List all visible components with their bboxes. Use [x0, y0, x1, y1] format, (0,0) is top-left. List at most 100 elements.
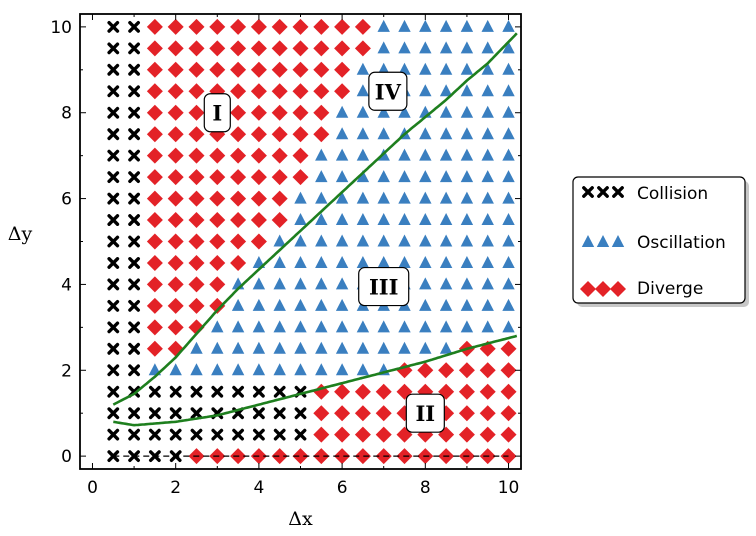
marker-oscillation [231, 320, 245, 333]
marker-oscillation [315, 320, 328, 333]
marker-oscillation [315, 298, 328, 311]
marker-diverge [167, 190, 184, 207]
marker-oscillation [273, 363, 286, 376]
marker-oscillation [419, 277, 432, 290]
marker-diverge [479, 383, 496, 400]
marker-oscillation [335, 234, 349, 247]
marker-oscillation [294, 277, 307, 290]
marker-diverge [167, 61, 184, 78]
x-tick-label: 4 [253, 478, 264, 498]
region-label-text: I [212, 101, 222, 126]
marker-oscillation [481, 320, 494, 333]
marker-collision [252, 407, 265, 420]
marker-diverge [500, 340, 517, 357]
marker-oscillation [315, 255, 328, 268]
marker-collision [128, 106, 140, 119]
marker-diverge [500, 383, 517, 400]
marker-oscillation [439, 213, 453, 226]
marker-collision [148, 428, 161, 441]
marker-diverge [334, 61, 351, 78]
marker-diverge [167, 233, 184, 250]
marker-oscillation [460, 148, 474, 161]
marker-oscillation [502, 234, 515, 247]
marker-collision [107, 278, 120, 291]
marker-oscillation [502, 62, 515, 75]
marker-collision [107, 63, 120, 76]
marker-diverge [230, 169, 247, 186]
region-label-text: II [415, 401, 435, 426]
marker-oscillation [377, 213, 390, 226]
marker-diverge [146, 319, 163, 336]
marker-oscillation [356, 255, 370, 268]
marker-collision [128, 428, 140, 441]
marker-oscillation [502, 298, 515, 311]
marker-diverge [250, 61, 267, 78]
marker-diverge [458, 383, 475, 400]
marker-diverge [500, 426, 517, 443]
legend-label-collision: Collision [637, 184, 708, 204]
marker-diverge [230, 254, 247, 271]
marker-oscillation [419, 255, 432, 268]
marker-oscillation [439, 255, 453, 268]
marker-diverge [292, 126, 309, 143]
marker-oscillation [502, 84, 515, 97]
marker-diverge [334, 448, 351, 465]
marker-collision [128, 235, 140, 248]
marker-oscillation [294, 191, 307, 204]
legend-key-collision [582, 186, 594, 198]
marker-oscillation [502, 148, 515, 161]
marker-diverge [354, 448, 371, 465]
marker-oscillation [460, 298, 474, 311]
marker-oscillation [190, 363, 203, 376]
marker-oscillation [356, 320, 370, 333]
marker-oscillation [315, 234, 328, 247]
marker-diverge [146, 190, 163, 207]
marker-diverge [250, 83, 267, 100]
marker-oscillation [356, 127, 370, 140]
marker-oscillation [398, 341, 411, 354]
marker-collision [107, 299, 120, 312]
marker-oscillation [335, 127, 349, 140]
legend-key-diverge [610, 281, 626, 297]
marker-oscillation [419, 320, 432, 333]
marker-collision [128, 342, 140, 355]
legend-key-collision [612, 186, 624, 198]
marker-diverge [292, 40, 309, 57]
marker-diverge [167, 169, 184, 186]
marker-diverge [167, 212, 184, 229]
marker-oscillation [335, 320, 349, 333]
marker-diverge [167, 126, 184, 143]
marker-diverge [292, 104, 309, 121]
y-tick-label: 6 [61, 190, 72, 210]
y-tick-label: 4 [61, 275, 72, 295]
marker-oscillation [439, 298, 453, 311]
marker-oscillation [502, 255, 515, 268]
marker-diverge [188, 126, 205, 143]
marker-oscillation [273, 255, 286, 268]
marker-oscillation [481, 127, 494, 140]
marker-diverge [313, 426, 330, 443]
marker-diverge [209, 40, 226, 57]
marker-oscillation [481, 19, 494, 32]
marker-diverge [250, 126, 267, 143]
marker-diverge [209, 169, 226, 186]
region-label-text: IV [375, 79, 402, 104]
marker-oscillation [439, 170, 453, 183]
marker-oscillation [460, 19, 474, 32]
marker-oscillation [377, 234, 390, 247]
marker-collision [107, 42, 120, 55]
marker-oscillation [502, 320, 515, 333]
marker-diverge [334, 18, 351, 35]
marker-oscillation [481, 41, 494, 54]
marker-oscillation [273, 277, 286, 290]
marker-diverge [271, 40, 288, 57]
marker-oscillation [273, 298, 286, 311]
x-tick-label: 2 [170, 478, 181, 498]
y-tick-label: 8 [61, 104, 72, 124]
marker-diverge [271, 83, 288, 100]
marker-collision [107, 214, 120, 226]
x-tick-label: 6 [337, 478, 348, 498]
marker-oscillation [439, 84, 453, 97]
marker-oscillation [398, 255, 411, 268]
lower-boundary-curve [113, 334, 518, 427]
